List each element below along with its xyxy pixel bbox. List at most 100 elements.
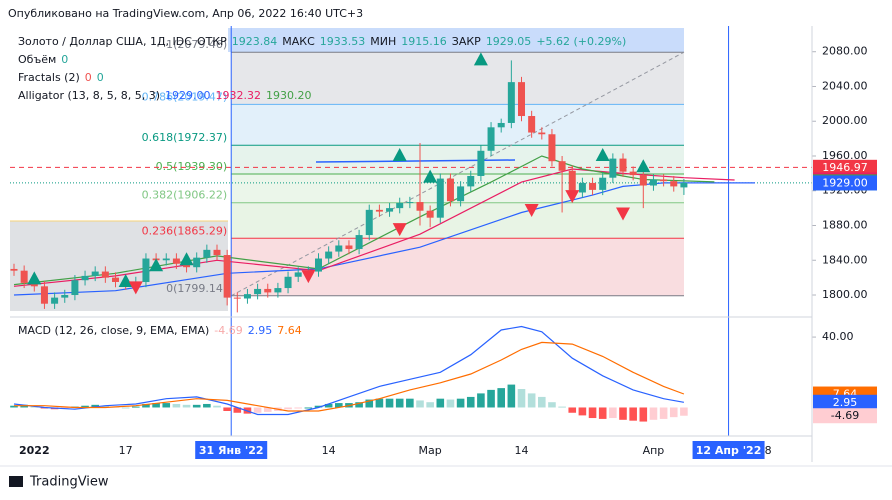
y-tick-label: 2040.00 <box>822 79 868 92</box>
candle-body <box>264 288 272 293</box>
candle-body <box>61 295 69 298</box>
candle-body <box>467 175 475 187</box>
price-tag-label: 1946.97 <box>822 161 868 174</box>
legend-text: 1929.05 <box>486 35 532 48</box>
macd-histogram-bar <box>365 399 374 408</box>
candle-body <box>325 251 333 259</box>
macd-histogram-bar <box>182 404 191 408</box>
macd-histogram-bar <box>263 407 272 412</box>
macd-histogram-bar <box>142 403 150 408</box>
macd-histogram-bar <box>609 407 617 419</box>
candle-body <box>406 202 414 204</box>
candle-body <box>487 127 495 151</box>
legend-text: 1929.00 <box>165 89 211 102</box>
x-tick-label: Мар <box>419 444 442 457</box>
published-note: Опубликовано на TradingView.com, Апр 06,… <box>8 7 363 20</box>
legend-text: 0 <box>61 53 68 66</box>
macd-histogram-bar <box>426 402 434 408</box>
macd-histogram-bar <box>233 407 242 413</box>
macd-histogram-bar <box>253 407 262 413</box>
legend-text: ОТКР <box>197 35 227 48</box>
candle-body <box>274 288 282 293</box>
candle-body <box>497 122 505 128</box>
candle-body <box>294 272 302 277</box>
fractal <box>565 190 580 204</box>
price-tag <box>813 175 877 191</box>
fractal <box>118 273 133 287</box>
candle-body <box>355 235 363 249</box>
fractal <box>27 271 42 285</box>
price-tag <box>813 408 877 424</box>
candle-body <box>538 132 546 135</box>
macd-histogram-bar <box>314 405 323 408</box>
y-tick-label: 1800.00 <box>822 288 868 301</box>
legend-text: +5.62 (+0.29%) <box>536 35 626 48</box>
macd-histogram-bar <box>659 407 668 419</box>
macd-histogram-bar <box>548 402 556 408</box>
candle-body <box>578 182 586 193</box>
candle-body <box>142 258 150 282</box>
candle-body <box>345 245 353 249</box>
fractal <box>301 270 316 284</box>
candle-body <box>254 288 262 295</box>
macd-histogram-bar <box>294 407 302 409</box>
y-tick-label: 1840.00 <box>822 253 868 266</box>
fractal <box>524 204 539 218</box>
price-tag-label: 1929.00 <box>822 176 868 189</box>
fractal <box>473 52 488 66</box>
macd-histogram-bar <box>497 388 505 408</box>
fib-label: 0.236(1865.29) <box>142 224 228 237</box>
legend-text: 1915.16 <box>401 35 447 48</box>
candle-body <box>193 257 201 268</box>
legend-text: 1932.32 <box>216 89 262 102</box>
candle-body <box>619 158 627 172</box>
fractal <box>179 252 194 266</box>
candle-body <box>213 249 221 256</box>
fib-label: 0.786(2019.47) <box>142 90 228 103</box>
legend-text: Объём <box>18 53 56 66</box>
macd-histogram-bar <box>588 407 597 419</box>
legend-text: 1930.20 <box>266 89 312 102</box>
macd-histogram-bar <box>60 407 69 409</box>
candle-body <box>243 294 251 299</box>
candle-body <box>446 178 454 202</box>
macd-histogram-bar <box>192 404 201 408</box>
x-tick-label: 14 <box>515 444 529 457</box>
fractal <box>392 223 407 237</box>
legend-text: 0 <box>85 71 92 84</box>
macd-histogram-bar <box>477 393 485 408</box>
macd-histogram-bar <box>487 389 495 408</box>
candle-body <box>162 258 170 261</box>
fib-band <box>231 52 684 105</box>
y-tick-label: 2000.00 <box>822 114 868 127</box>
candle-body <box>599 177 607 190</box>
legend-text: Fractals (2) <box>18 71 80 84</box>
macd-histogram-bar <box>629 407 637 421</box>
macd-histogram-bar <box>203 403 211 408</box>
macd-histogram-bar <box>375 398 384 408</box>
candle-body <box>416 202 424 211</box>
macd-histogram-bar <box>436 398 445 408</box>
macd-histogram-bar <box>558 406 566 408</box>
candle-body <box>639 175 647 186</box>
price-tag <box>813 159 877 175</box>
y-tick-label: 2080.00 <box>822 45 868 58</box>
x-tick-label: 8 <box>765 444 772 457</box>
brand-logo <box>9 476 23 487</box>
macd-histogram-bar <box>639 407 648 422</box>
macd-histogram-bar <box>466 396 475 408</box>
logo-mark <box>9 476 23 487</box>
candle-body <box>477 150 485 176</box>
macd-histogram-bar <box>649 407 658 420</box>
x-tick-highlight <box>195 441 268 459</box>
fractal <box>128 281 143 295</box>
fib-label: 0(1799.14) <box>166 282 227 295</box>
legend-text: Alligator (13, 8, 5, 8, 5, 3) <box>18 89 160 102</box>
macd-histogram-bar <box>598 407 607 419</box>
fractal <box>149 258 164 272</box>
macd-histogram-bar <box>538 396 546 408</box>
macd-line <box>13 325 685 416</box>
macd-histogram-bar <box>172 403 181 408</box>
candle-body <box>649 179 657 186</box>
